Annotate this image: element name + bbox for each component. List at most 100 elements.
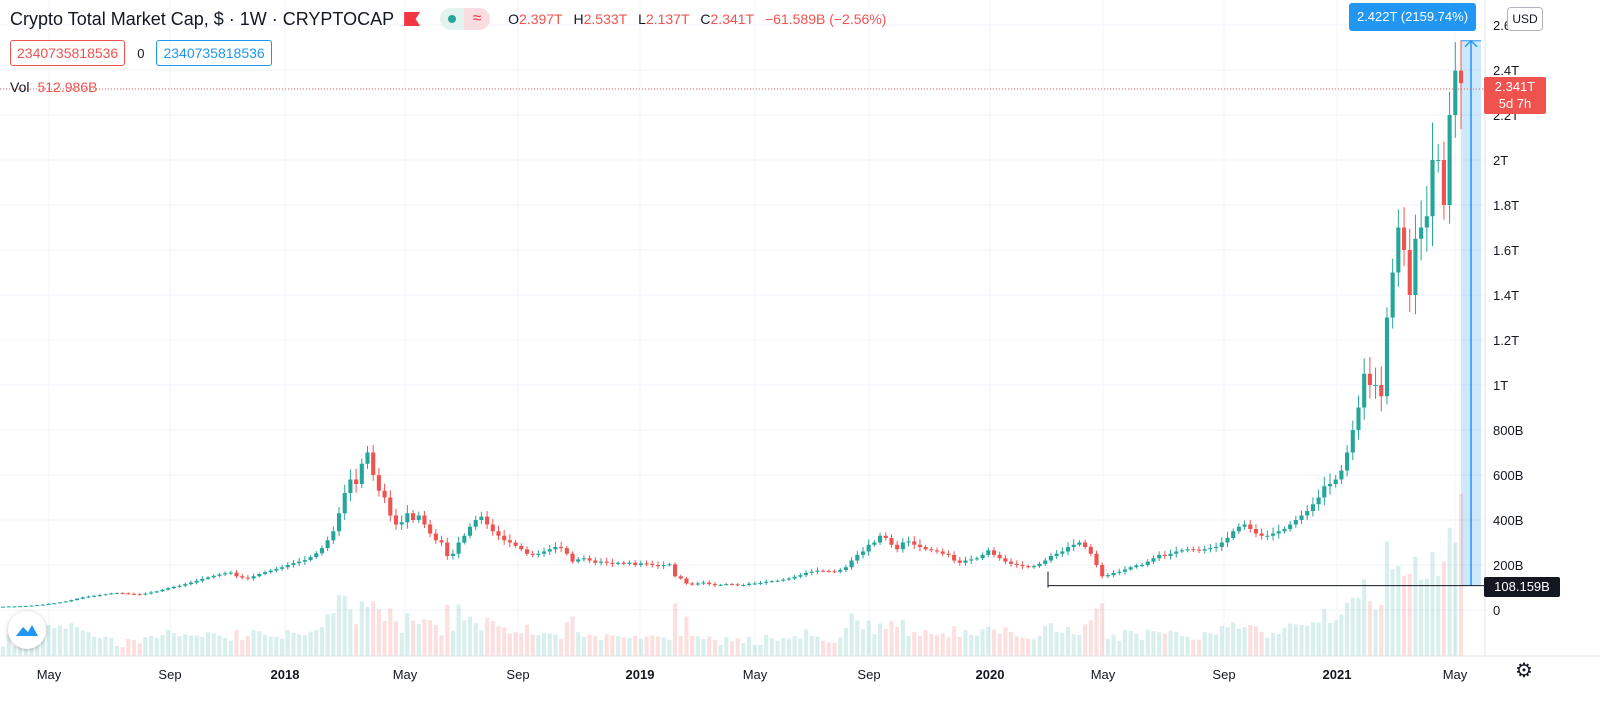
- symbol-title[interactable]: Crypto Total Market Cap, $ · 1W · CRYPTO…: [10, 8, 395, 29]
- volume-bar: [1282, 627, 1287, 656]
- candle-body: [160, 589, 165, 592]
- volume-bar: [997, 633, 1002, 656]
- volume-bar: [900, 619, 905, 656]
- volume-bar: [934, 635, 940, 656]
- candle-body: [633, 562, 638, 565]
- candle-body: [1242, 524, 1247, 527]
- flag-icon[interactable]: [404, 12, 421, 26]
- value-field-blue[interactable]: 2340735818536: [156, 40, 272, 66]
- volume-bar: [103, 636, 108, 656]
- volume-bar: [684, 616, 689, 656]
- candle-body: [433, 533, 438, 541]
- time-tick-label: 2019: [626, 667, 655, 682]
- volume-bar: [183, 634, 188, 656]
- candle-body: [536, 553, 541, 555]
- candle-body: [815, 570, 820, 572]
- tradingview-logo-icon[interactable]: [8, 611, 46, 649]
- candle-body: [1168, 553, 1173, 556]
- candle-body: [473, 520, 478, 527]
- price-tick-label: 800B: [1493, 423, 1523, 438]
- volume-bar: [655, 636, 661, 656]
- candle-body: [308, 557, 313, 561]
- candle-body: [280, 567, 285, 569]
- candle-body: [980, 554, 985, 559]
- volume-bar: [604, 634, 609, 656]
- volume-bar: [114, 645, 119, 656]
- candle-body: [843, 567, 848, 570]
- volume-bar: [644, 636, 649, 656]
- gear-icon[interactable]: ⚙: [1515, 660, 1533, 682]
- volume-bar: [661, 637, 666, 656]
- candle-body: [371, 452, 376, 475]
- time-tick-label: May: [393, 667, 418, 682]
- volume-bar: [969, 634, 974, 656]
- candle-body: [610, 562, 615, 564]
- low-line: [1047, 571, 1485, 588]
- candle-body: [1014, 563, 1019, 565]
- volume-bar: [519, 633, 524, 656]
- candle-body: [1105, 575, 1110, 577]
- volume-bar: [1043, 625, 1048, 656]
- candle-body: [405, 513, 410, 523]
- candle-body: [336, 513, 342, 532]
- volume-bar: [1225, 627, 1230, 656]
- candle-body: [1060, 551, 1065, 554]
- candle-body: [690, 583, 695, 585]
- candles: [0, 40, 1464, 608]
- candle-body: [866, 544, 871, 552]
- candle-body: [934, 550, 940, 552]
- volume-bar: [388, 608, 393, 656]
- volume-bar: [0, 646, 6, 656]
- volume-bar: [365, 607, 370, 656]
- candle-body: [251, 576, 256, 579]
- candle-body: [638, 563, 643, 565]
- volume-bar: [52, 628, 57, 656]
- volume-bar: [257, 631, 262, 656]
- candle-body: [445, 542, 450, 556]
- candle-body: [604, 561, 609, 563]
- volume-bar: [718, 644, 723, 656]
- volume-bar: [74, 627, 80, 656]
- candle-body: [1282, 529, 1287, 532]
- volume-bar: [428, 620, 433, 656]
- candle-body: [1350, 430, 1355, 453]
- candle-body: [1271, 533, 1276, 536]
- volume-bar: [1214, 634, 1219, 656]
- volume-bar: [1088, 620, 1093, 656]
- candle-body: [1094, 553, 1099, 565]
- candle-body: [479, 516, 484, 520]
- ohlc-high-label: H: [573, 11, 584, 27]
- volume-bar: [456, 604, 461, 656]
- candle-body: [860, 551, 866, 555]
- candle-body: [1020, 565, 1025, 567]
- candle-body: [188, 582, 193, 585]
- volume-bar: [547, 633, 552, 656]
- candle-body: [650, 563, 655, 565]
- time-tick-label: May: [1091, 667, 1116, 682]
- volume-bar: [769, 638, 774, 656]
- dot-icon[interactable]: [440, 8, 465, 30]
- time-tick-label: May: [743, 667, 768, 682]
- candle-body: [593, 560, 598, 563]
- volume-bar: [1071, 634, 1076, 656]
- volume-bar: [559, 638, 564, 656]
- volume-bar: [319, 626, 324, 656]
- volume-bar: [1407, 573, 1412, 656]
- volume-bar: [411, 620, 416, 656]
- indicator-toggle[interactable]: ≈: [440, 8, 491, 30]
- volume-bar: [1401, 575, 1407, 656]
- volume-bar: [991, 629, 997, 656]
- time-tick-label: 2020: [976, 667, 1005, 682]
- candle-body: [359, 463, 364, 484]
- value-field-red[interactable]: 2340735818536: [10, 40, 126, 66]
- volume-bar: [712, 639, 717, 656]
- candle-body: [701, 582, 706, 584]
- volume-bar: [171, 633, 176, 656]
- currency-button[interactable]: USD: [1507, 7, 1543, 31]
- wave-icon[interactable]: ≈: [464, 8, 491, 30]
- volume-bar: [1453, 542, 1458, 656]
- volume-bar: [798, 638, 803, 656]
- volume-bar: [1054, 631, 1059, 656]
- ohlc-close-label: C: [700, 11, 711, 27]
